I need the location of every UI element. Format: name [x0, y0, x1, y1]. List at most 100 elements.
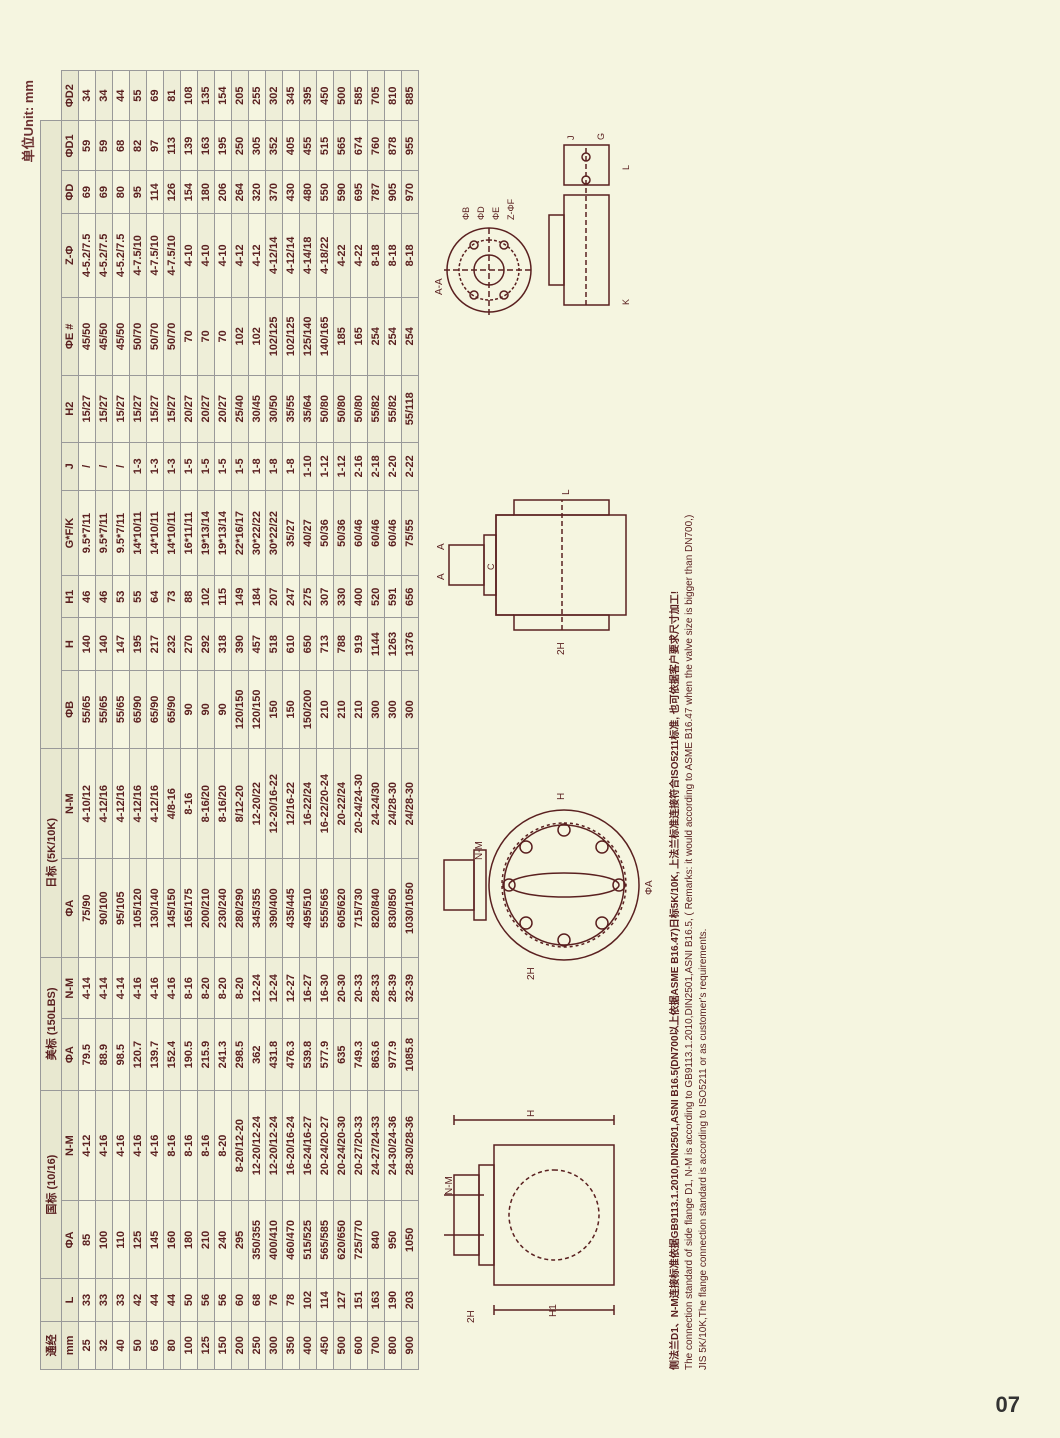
column-header: ΦD2: [62, 71, 79, 121]
table-cell: 40: [113, 1321, 130, 1369]
table-cell: 200: [232, 1321, 249, 1369]
table-cell: 35/55: [283, 375, 300, 442]
table-cell: 68: [113, 121, 130, 171]
table-cell: 195: [130, 618, 147, 671]
table-cell: 45/50: [113, 297, 130, 375]
table-cell: 8/12-20: [232, 748, 249, 859]
table-cell: 90: [198, 670, 215, 748]
svg-text:H1: H1: [548, 1304, 559, 1317]
table-cell: 19*13/14: [198, 491, 215, 576]
table-cell: 705: [368, 71, 385, 121]
table-cell: 577.9: [317, 1019, 334, 1090]
table-cell: 14*10/11: [164, 491, 181, 576]
table-cell: 885: [402, 71, 419, 121]
table-cell: 30*22/22: [266, 491, 283, 576]
table-cell: 149: [232, 576, 249, 618]
table-cell: 2-22: [402, 442, 419, 490]
table-cell: 15/27: [164, 375, 181, 442]
table-cell: 55/65: [79, 670, 96, 748]
table-cell: 98.5: [113, 1019, 130, 1090]
table-cell: 80: [113, 171, 130, 213]
table-cell: 600: [351, 1321, 368, 1369]
table-cell: 50/70: [164, 297, 181, 375]
table-row: 80019095024-30/24-36977.928-39830/85024/…: [385, 71, 402, 1370]
table-cell: 1263: [385, 618, 402, 671]
table-cell: 919: [351, 618, 368, 671]
table-cell: 125/140: [300, 297, 317, 375]
table-cell: 4-16: [164, 957, 181, 1019]
svg-text:ΦD: ΦD: [476, 206, 486, 220]
table-cell: 500: [334, 71, 351, 121]
table-cell: 450: [317, 71, 334, 121]
table-cell: 40/27: [300, 491, 317, 576]
table-cell: 713: [317, 618, 334, 671]
column-header: mm: [62, 1321, 79, 1369]
table-cell: 25: [79, 1321, 96, 1369]
table-cell: 28-39: [385, 957, 402, 1019]
table-cell: 400: [351, 576, 368, 618]
table-cell: 4-14/18: [300, 213, 317, 297]
column-header: N-M: [62, 957, 79, 1019]
table-cell: 150: [266, 670, 283, 748]
table-cell: 50: [181, 1279, 198, 1321]
table-cell: 140/165: [317, 297, 334, 375]
table-cell: 4-12/16: [96, 748, 113, 859]
table-cell: 140: [79, 618, 96, 671]
table-cell: 85: [79, 1201, 96, 1279]
table-cell: 60: [232, 1279, 249, 1321]
svg-text:H: H: [526, 1110, 537, 1117]
table-cell: 656: [402, 576, 419, 618]
table-cell: 53: [113, 576, 130, 618]
table-cell: 275: [300, 576, 317, 618]
table-cell: 605/620: [334, 859, 351, 957]
table-cell: 300: [368, 670, 385, 748]
table-cell: 28-33: [368, 957, 385, 1019]
table-cell: 90: [181, 670, 198, 748]
diagram-top-flange: A-A ΦB ΦD ΦE Z-ΦF J G K L: [434, 115, 654, 335]
table-cell: 22*16/17: [232, 491, 249, 576]
table-cell: 120/150: [249, 670, 266, 748]
table-cell: 350: [283, 1321, 300, 1369]
table-cell: 4-22: [334, 213, 351, 297]
table-cell: 700: [368, 1321, 385, 1369]
table-cell: 405: [283, 121, 300, 171]
table-cell: 2-16: [351, 442, 368, 490]
svg-text:2H: 2H: [556, 642, 567, 655]
table-cell: 515/525: [300, 1201, 317, 1279]
table-cell: 2-18: [368, 442, 385, 490]
table-cell: 102: [232, 297, 249, 375]
table-cell: 4-22: [351, 213, 368, 297]
table-cell: 15/27: [79, 375, 96, 442]
table-cell: 147: [113, 618, 130, 671]
header-group: [41, 1279, 62, 1321]
table-cell: 59: [79, 121, 96, 171]
table-cell: 15/27: [113, 375, 130, 442]
table-cell: 457: [249, 618, 266, 671]
table-cell: 210: [198, 1201, 215, 1279]
column-header: N-M: [62, 748, 79, 859]
table-cell: 50/36: [334, 491, 351, 576]
column-header: L: [62, 1279, 79, 1321]
table-cell: 203: [402, 1279, 419, 1321]
table-cell: 20-30: [334, 957, 351, 1019]
table-cell: 50/36: [317, 491, 334, 576]
svg-text:A: A: [436, 543, 447, 550]
table-cell: 4-14: [79, 957, 96, 1019]
table-cell: 12-20/22: [249, 748, 266, 859]
table-cell: 591: [385, 576, 402, 618]
table-row: 80441608-16152.44-16145/1504/8-1665/9023…: [164, 71, 181, 1370]
table-cell: 970: [402, 171, 419, 213]
table-cell: 4-10: [181, 213, 198, 297]
table-cell: 820/840: [368, 859, 385, 957]
table-cell: 8-20: [198, 957, 215, 1019]
table-cell: 264: [232, 171, 249, 213]
svg-text:ΦB: ΦB: [461, 207, 471, 220]
table-cell: 69: [79, 171, 96, 213]
table-cell: 345: [283, 71, 300, 121]
table-cell: 206: [215, 171, 232, 213]
table-cell: 298.5: [232, 1019, 249, 1090]
table-cell: 318: [215, 618, 232, 671]
table-cell: 4-18/22: [317, 213, 334, 297]
table-cell: 217: [147, 618, 164, 671]
table-cell: 787: [368, 171, 385, 213]
